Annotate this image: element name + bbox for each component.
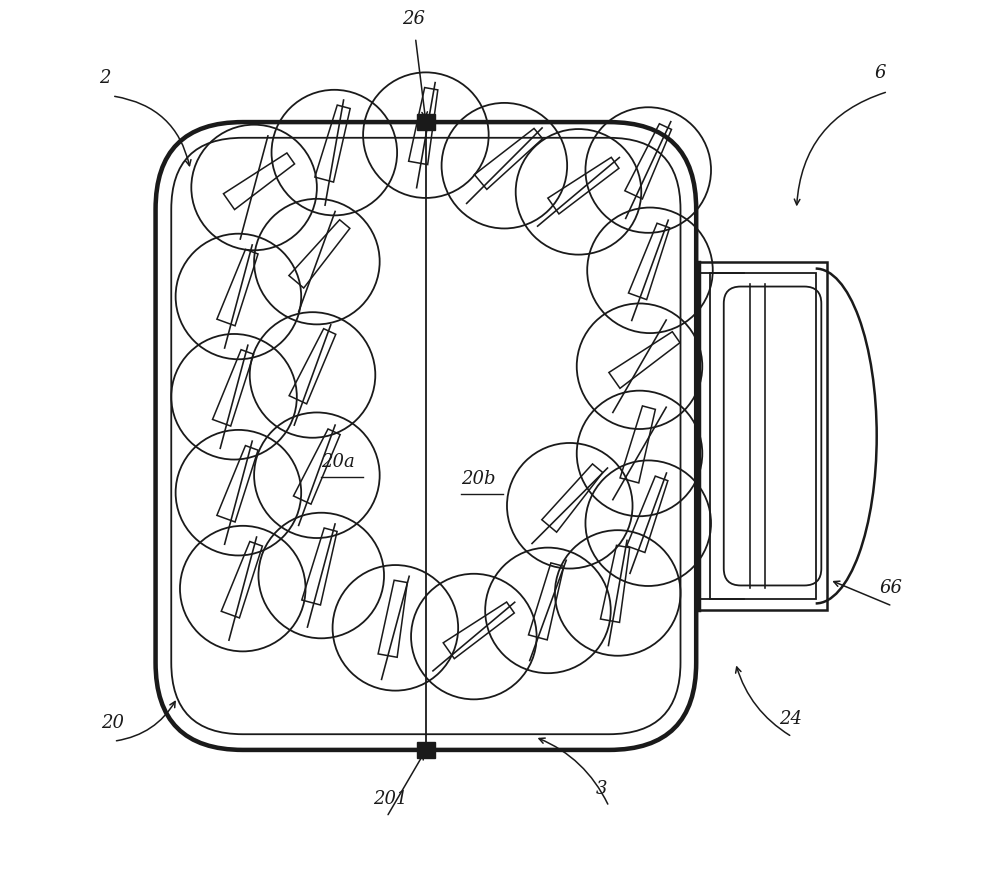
Text: 24: 24 xyxy=(779,710,802,728)
Bar xyxy=(710,273,816,599)
Text: 6: 6 xyxy=(875,65,886,83)
Text: 2: 2 xyxy=(99,69,110,87)
Text: 20: 20 xyxy=(101,714,124,732)
Text: 201: 201 xyxy=(374,790,408,808)
FancyBboxPatch shape xyxy=(156,122,696,750)
Text: 20b: 20b xyxy=(461,470,495,488)
Bar xyxy=(699,262,827,610)
Bar xyxy=(417,742,435,758)
Bar xyxy=(417,114,435,130)
Text: 20a: 20a xyxy=(321,453,355,471)
Text: 66: 66 xyxy=(879,579,902,597)
Text: 3: 3 xyxy=(596,780,607,798)
Text: 26: 26 xyxy=(402,10,425,29)
